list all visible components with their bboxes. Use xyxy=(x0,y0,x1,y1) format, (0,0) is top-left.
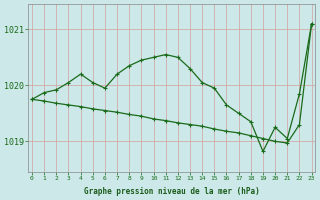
X-axis label: Graphe pression niveau de la mer (hPa): Graphe pression niveau de la mer (hPa) xyxy=(84,187,260,196)
